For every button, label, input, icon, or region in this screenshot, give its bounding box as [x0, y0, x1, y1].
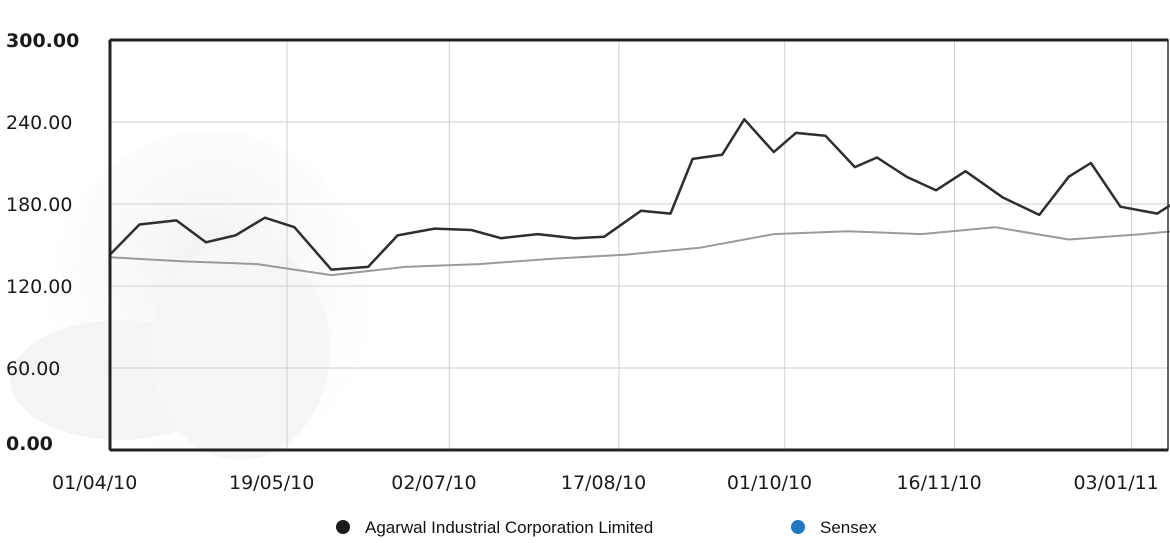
y-tick-label-2: 120.00	[6, 276, 72, 298]
x-axis-ticks: 01/04/10 19/05/10 02/07/10 17/08/10 01/10/10…	[52, 472, 1170, 494]
y-tick-label-0: 0.00	[6, 433, 53, 455]
legend-dot-agarwal	[336, 520, 350, 534]
legend-dot-sensex	[791, 520, 805, 534]
legend: Agarwal Industrial Corporation Limited S…	[336, 518, 877, 537]
y-tick-label-4: 240.00	[6, 112, 72, 134]
y-tick-label-5: 300.00	[6, 30, 79, 52]
x-tick-label-6: 03/01/11	[1073, 472, 1158, 494]
coin-watermark	[10, 130, 370, 470]
x-tick-label-2: 02/07/10	[391, 472, 476, 494]
y-tick-label-1: 60.00	[6, 358, 60, 380]
x-tick-label-4: 01/10/10	[727, 472, 812, 494]
x-tick-label-5: 16/11/10	[896, 472, 981, 494]
x-tick-label-0: 01/04/10	[52, 472, 137, 494]
x-tick-label-3: 17/08/10	[561, 472, 646, 494]
legend-label-agarwal: Agarwal Industrial Corporation Limited	[365, 518, 653, 537]
legend-label-sensex: Sensex	[820, 518, 877, 537]
x-tick-label-1: 19/05/10	[229, 472, 314, 494]
y-tick-label-3: 180.00	[6, 194, 72, 216]
